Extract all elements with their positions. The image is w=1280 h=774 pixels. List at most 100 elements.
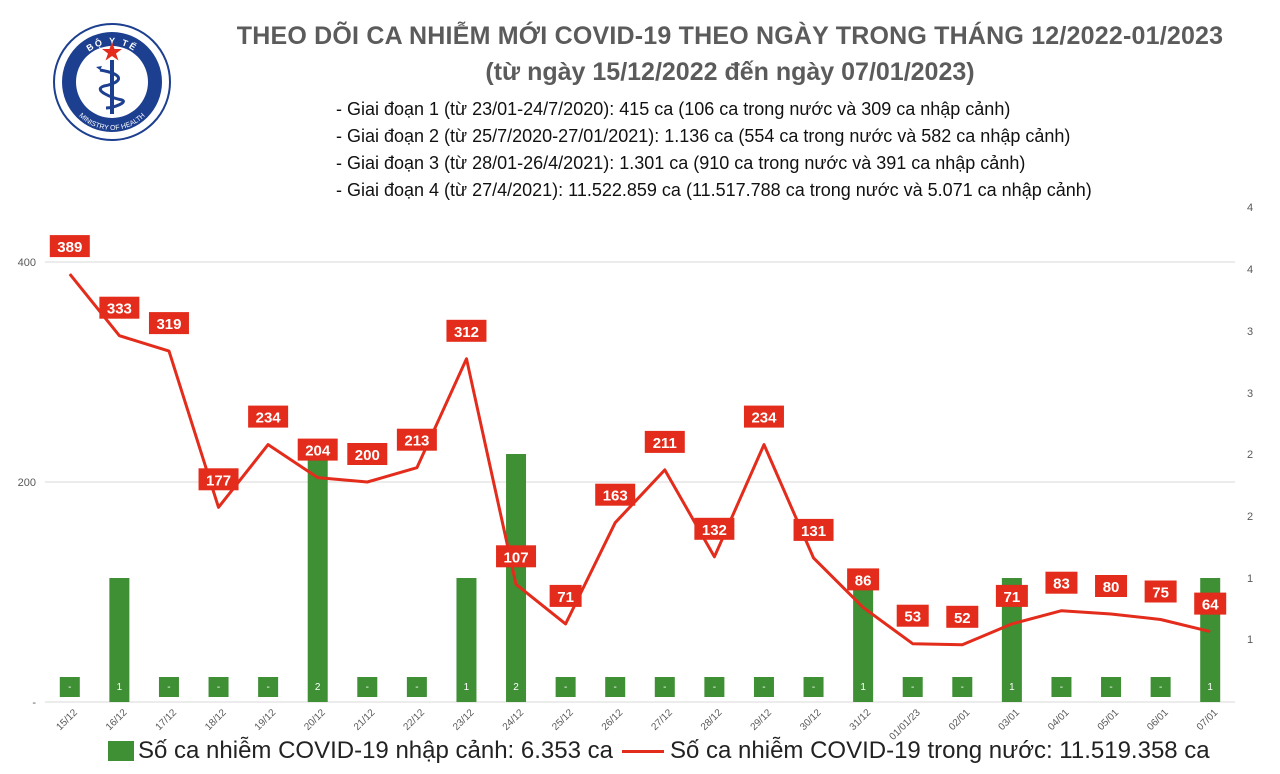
y-right-tick-label: 4 <box>1247 264 1253 276</box>
y-right-tick-label: 1 <box>1247 573 1253 585</box>
y-right-tick-label: 3 <box>1247 326 1253 338</box>
bar-value-label: - <box>366 682 369 693</box>
bar-value-label: 1 <box>860 682 866 693</box>
line-label-box <box>148 312 189 335</box>
line-label-box <box>847 568 880 591</box>
x-tick-label: 05/01 <box>1096 707 1122 733</box>
line-label-box <box>347 443 388 465</box>
line-value-label: 234 <box>751 410 777 427</box>
bar-value-label: - <box>911 682 914 693</box>
bar <box>109 578 130 702</box>
legend-line-swatch <box>622 749 664 753</box>
line-value-label: 234 <box>256 410 282 427</box>
line-label-box <box>595 483 636 506</box>
line-value-label: 131 <box>801 523 826 540</box>
x-tick-label: 03/01 <box>997 707 1023 733</box>
y-right-tick-label: 2 <box>1247 511 1253 523</box>
bar-value-label: - <box>663 682 666 693</box>
x-tick-label: 27/12 <box>649 707 675 733</box>
x-tick-label: 07/01 <box>1195 707 1221 733</box>
line-label-box <box>549 584 582 607</box>
line-value-label: 80 <box>1103 579 1120 596</box>
line-label-box <box>99 296 140 319</box>
bar-value-label: - <box>961 682 964 693</box>
bar <box>902 677 923 697</box>
bar <box>357 677 378 697</box>
line-value-label: 200 <box>355 447 380 464</box>
legend-bar-label: Số ca nhiễm COVID-19 nhập cảnh: 6.353 ca <box>138 737 613 764</box>
line-value-label: 213 <box>404 433 429 450</box>
line-label-box <box>896 604 929 627</box>
line-label-box <box>198 468 239 491</box>
line-label-box <box>1095 575 1128 597</box>
legend-line-label: Số ca nhiễm COVID-19 trong nước: 11.519.… <box>670 737 1210 764</box>
bar-value-label: - <box>564 682 567 693</box>
bar <box>406 677 427 697</box>
phase-item: - Giai đoạn 4 (từ 27/4/2021): 11.522.859… <box>336 180 1092 200</box>
bar <box>307 454 328 702</box>
line-label-box <box>396 428 437 451</box>
bar-value-label: - <box>812 682 815 693</box>
line-label-box <box>995 584 1028 607</box>
x-tick-label: 23/12 <box>451 707 477 733</box>
bar-value-label: 1 <box>464 682 470 693</box>
y-right-tick-label: 2 <box>1247 449 1253 461</box>
bar <box>704 677 725 697</box>
bar <box>952 677 973 697</box>
line-label-box <box>793 518 834 541</box>
bar <box>1001 578 1022 702</box>
x-tick-label: 29/12 <box>749 707 775 733</box>
x-tick-label: 22/12 <box>402 707 428 733</box>
line-label-box <box>644 430 685 453</box>
bar-value-label: - <box>1060 682 1063 693</box>
bar <box>158 677 179 697</box>
line-value-label: 211 <box>653 435 677 452</box>
line-value-label: 71 <box>557 589 574 606</box>
line-value-label: 53 <box>904 609 921 626</box>
line-value-label: 319 <box>156 316 181 333</box>
line-label-box <box>496 545 537 568</box>
bar-value-label: - <box>266 682 269 693</box>
y-right-tick-label: 3 <box>1247 388 1253 400</box>
bar-value-label: - <box>614 682 617 693</box>
bar-value-label: - <box>415 682 418 693</box>
x-tick-label: 06/01 <box>1145 707 1171 733</box>
line-label-box <box>743 405 784 428</box>
bar <box>605 677 626 697</box>
line-value-label: 177 <box>206 472 231 489</box>
chart-subtitle: (từ ngày 15/12/2022 đến ngày 07/01/2023) <box>485 58 975 86</box>
phase-summary-list: - Giai đoạn 1 (từ 23/01-24/7/2020): 415 … <box>336 96 1092 204</box>
legend-bar-entry: Số ca nhiễm COVID-19 nhập cảnh: 6.353 ca <box>108 733 613 769</box>
line-value-label: 333 <box>107 301 132 318</box>
line-value-label: 132 <box>702 522 727 539</box>
line-label-box <box>694 517 735 540</box>
line-label-box <box>1144 580 1177 603</box>
line-label-box <box>49 235 90 258</box>
line-value-label: 107 <box>504 549 529 566</box>
x-tick-label: 16/12 <box>104 707 130 733</box>
line-value-label: 71 <box>1004 589 1021 606</box>
x-tick-label: 31/12 <box>848 707 874 733</box>
line-label-box <box>1045 571 1078 594</box>
y-left-tick-label: 200 <box>18 477 36 489</box>
bar-value-label: - <box>762 682 765 693</box>
line-value-label: 163 <box>603 488 628 505</box>
bar <box>59 677 80 697</box>
bar-value-label: - <box>217 682 220 693</box>
bar-value-label: - <box>1159 682 1162 693</box>
line-label-box <box>946 605 979 628</box>
legend-bar-swatch <box>108 741 134 761</box>
phase-item: - Giai đoạn 3 (từ 28/01-26/4/2021): 1.30… <box>336 153 1026 173</box>
x-tick-label: 02/01 <box>947 707 973 733</box>
bar <box>753 677 774 697</box>
line-value-label: 204 <box>305 443 331 460</box>
x-tick-label: 25/12 <box>550 707 576 733</box>
x-tick-label: 26/12 <box>600 707 626 733</box>
bar-value-label: - <box>68 682 71 693</box>
bar-value-label: - <box>713 682 716 693</box>
bar-value-label: - <box>1109 682 1112 693</box>
phase-item: - Giai đoạn 1 (từ 23/01-24/7/2020): 415 … <box>336 99 1011 119</box>
phase-item: - Giai đoạn 2 (từ 25/7/2020-27/01/2021):… <box>336 126 1071 146</box>
bar-value-label: 1 <box>117 682 123 693</box>
line-label-box <box>248 405 289 428</box>
